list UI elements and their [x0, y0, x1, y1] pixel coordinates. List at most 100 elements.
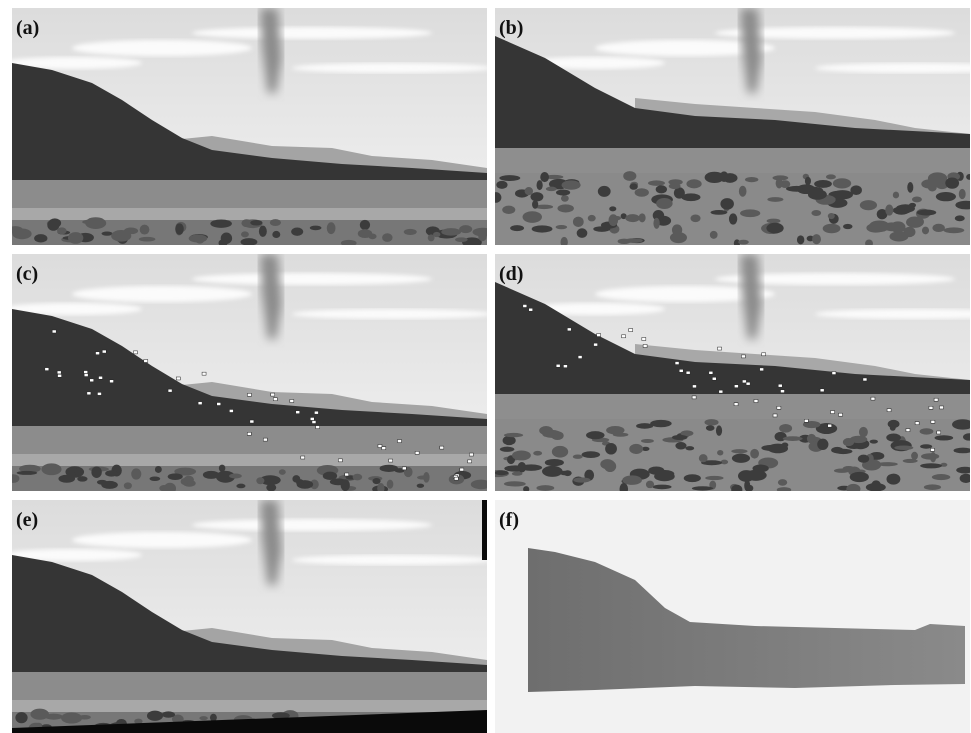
shrub: [817, 439, 828, 450]
feature-point: [84, 371, 88, 374]
shrub: [236, 484, 245, 489]
feature-point: [930, 448, 934, 451]
panel-image: [490, 8, 971, 247]
shrub: [846, 484, 860, 494]
shrub: [455, 237, 468, 242]
shrub: [561, 237, 568, 248]
shrub: [525, 187, 533, 195]
panel-image: [2, 500, 492, 733]
shrub: [292, 475, 300, 483]
feature-point: [777, 406, 781, 409]
shrub: [826, 174, 836, 179]
road: [12, 700, 487, 714]
feature-point: [378, 445, 382, 448]
shrub: [699, 454, 708, 462]
feature-point: [247, 432, 251, 435]
shrub: [656, 198, 673, 209]
feature-point: [622, 335, 626, 338]
feature-point: [563, 365, 567, 368]
panel: (f): [495, 500, 970, 733]
shrub: [932, 224, 944, 232]
panel-label: (c): [16, 263, 38, 285]
shrub: [15, 712, 27, 723]
shrub: [766, 223, 783, 234]
shrub: [360, 220, 370, 230]
feature-point: [271, 393, 275, 396]
shrub: [34, 234, 47, 242]
shrub: [372, 478, 380, 484]
shrub: [45, 714, 63, 720]
shrub: [843, 224, 852, 229]
feature-point: [202, 372, 206, 375]
feature-point: [250, 420, 254, 423]
shrub: [291, 228, 303, 236]
shrub: [685, 446, 694, 450]
shrub: [618, 239, 631, 244]
shrub: [692, 486, 713, 490]
panel: (c): [2, 254, 492, 505]
shrub: [533, 451, 542, 456]
shrub: [767, 219, 781, 224]
shrub: [542, 430, 561, 438]
shrub: [886, 434, 901, 442]
feature-point: [597, 334, 601, 337]
shrub: [341, 479, 350, 491]
feature-point: [754, 400, 758, 403]
figure: (a)(b)(c)(d)(e)(f): [0, 0, 971, 733]
shrub: [259, 226, 267, 237]
shrub: [433, 232, 440, 237]
feature-point: [831, 411, 835, 414]
shrub: [68, 232, 83, 244]
feature-point: [931, 420, 935, 423]
shrub: [675, 442, 686, 449]
feature-point: [937, 431, 941, 434]
panel-image: [2, 8, 492, 247]
feature-point: [675, 362, 679, 365]
shrub: [731, 449, 747, 453]
shrub: [732, 454, 750, 463]
shrub: [823, 224, 841, 234]
shrub: [387, 480, 394, 489]
shrub: [556, 189, 570, 195]
shrub: [573, 217, 584, 227]
shrub: [930, 452, 936, 462]
shrub: [404, 229, 417, 235]
shrub: [545, 459, 564, 466]
feature-point: [312, 421, 316, 424]
feature-point: [345, 473, 349, 476]
shrub: [561, 195, 569, 202]
panel: (a): [2, 8, 492, 247]
shrub: [417, 475, 429, 479]
shrub: [496, 181, 507, 189]
shrub: [140, 225, 150, 235]
shrub: [811, 210, 821, 216]
shrub: [920, 428, 934, 434]
feature-point: [929, 406, 933, 409]
feature-point: [887, 409, 891, 412]
feature-point: [102, 350, 106, 353]
shrub: [745, 177, 758, 182]
shrub: [739, 186, 747, 197]
ground: [12, 180, 487, 210]
feature-point: [934, 398, 938, 401]
shrub: [552, 446, 568, 458]
shrub: [195, 237, 204, 244]
shrub: [327, 222, 336, 234]
feature-point: [263, 438, 267, 441]
shrub: [124, 482, 132, 489]
shrub: [74, 468, 82, 475]
shrub: [47, 219, 59, 230]
feature-point: [87, 392, 91, 395]
feature-point: [734, 403, 738, 406]
shrub: [812, 234, 821, 244]
shrub: [162, 711, 175, 717]
shrub: [859, 427, 868, 437]
shrub: [650, 420, 672, 427]
shrub: [241, 238, 258, 246]
panel-label: (a): [16, 17, 39, 39]
shrub: [705, 476, 723, 480]
feature-point: [454, 477, 458, 480]
feature-point: [712, 377, 716, 380]
cloud: [72, 40, 252, 56]
panel-label: (f): [499, 509, 519, 531]
